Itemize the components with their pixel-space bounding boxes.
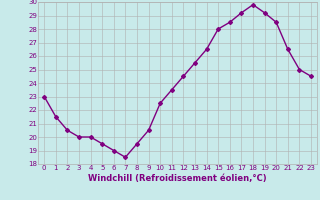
X-axis label: Windchill (Refroidissement éolien,°C): Windchill (Refroidissement éolien,°C)	[88, 174, 267, 183]
